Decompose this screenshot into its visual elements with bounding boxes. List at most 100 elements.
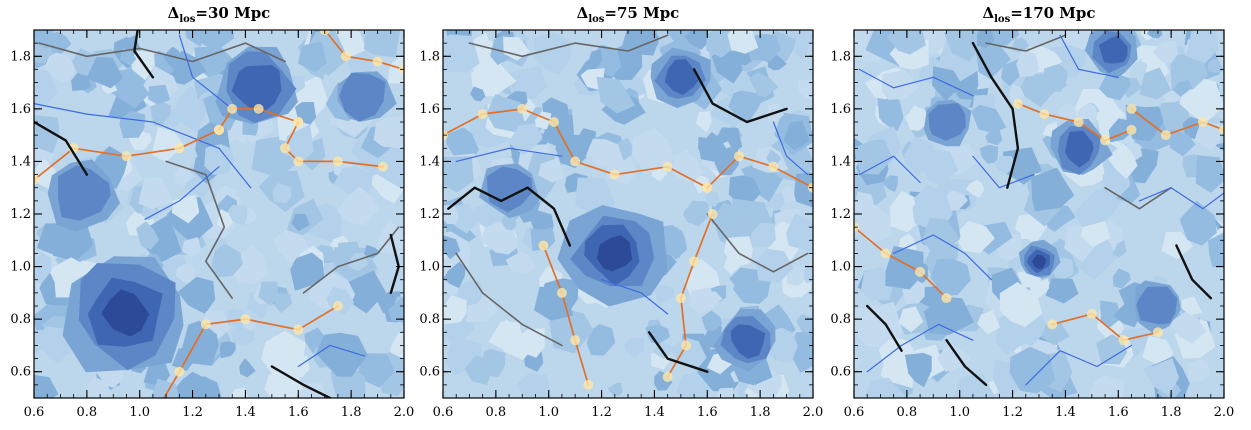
- x-tick-label: 1.8: [1161, 405, 1182, 420]
- x-tick-label: 1.8: [341, 405, 362, 420]
- density-cell: [749, 72, 779, 98]
- density-cell: [803, 266, 813, 284]
- density-cell: [261, 330, 306, 377]
- density-cell: [181, 320, 219, 366]
- density-cell: [390, 332, 404, 360]
- density-cell: [755, 248, 794, 283]
- void-region: [101, 289, 150, 337]
- density-cell: [1036, 278, 1050, 294]
- density-cell: [954, 220, 995, 254]
- density-cell: [991, 267, 1024, 308]
- density-cell: [701, 310, 723, 332]
- node-halo: [1152, 327, 1163, 338]
- node-halo: [372, 56, 383, 67]
- density-cell: [1031, 167, 1075, 212]
- density-cell: [645, 324, 670, 344]
- node-halo: [609, 169, 620, 180]
- density-cell: [971, 104, 1007, 134]
- black-filament: [270, 365, 332, 398]
- density-cell: [977, 310, 1001, 335]
- blue-filament: [858, 68, 974, 97]
- density-cell: [882, 70, 919, 100]
- density-cell: [596, 76, 636, 114]
- density-cell: [1169, 129, 1196, 157]
- density-cell: [885, 245, 924, 290]
- density-cell: [530, 227, 556, 251]
- node-halo: [1073, 117, 1084, 127]
- density-cell: [904, 136, 935, 177]
- density-cell: [147, 84, 171, 105]
- node-halo: [1100, 135, 1111, 146]
- void-region: [1064, 130, 1094, 168]
- node-halo: [517, 103, 528, 114]
- density-cell: [138, 177, 174, 210]
- density-cell: [995, 320, 1027, 356]
- density-cell: [119, 110, 146, 138]
- node-halo: [570, 335, 581, 346]
- node-halo: [293, 117, 304, 127]
- node-halo: [253, 103, 264, 114]
- x-tick-label: 0.8: [77, 405, 98, 420]
- node-halo: [1086, 308, 1097, 319]
- node-halo: [240, 314, 251, 325]
- blue-filament: [1138, 187, 1224, 210]
- blue-filament: [972, 155, 1035, 189]
- density-cell: [854, 301, 904, 349]
- panel-title: Δlos=30 Mpc: [168, 4, 271, 25]
- y-tick-label: 1.2: [419, 207, 440, 222]
- y-tick-label: 1.6: [830, 102, 851, 117]
- grey-filament: [165, 160, 233, 299]
- density-cell: [229, 388, 249, 398]
- density-cell: [181, 237, 202, 258]
- density-cell: [860, 266, 894, 301]
- density-cell: [363, 30, 401, 58]
- density-cell: [316, 332, 368, 377]
- density-cell: [1073, 189, 1115, 228]
- density-cell: [1170, 54, 1208, 92]
- density-cell: [666, 236, 688, 260]
- density-cell: [715, 387, 734, 398]
- density-cell: [1173, 80, 1193, 97]
- density-cell: [930, 258, 971, 296]
- orange-filament: [1130, 108, 1224, 136]
- density-cell: [388, 56, 404, 84]
- void-region: [1099, 35, 1128, 64]
- density-cell: [119, 47, 137, 66]
- density-cell: [388, 297, 404, 323]
- x-tick-label: 1.6: [288, 405, 309, 420]
- density-cell: [198, 30, 235, 52]
- density-cell: [86, 57, 124, 89]
- x-tick-label: 1.0: [129, 405, 150, 420]
- density-cell: [46, 31, 72, 54]
- density-cell: [227, 204, 248, 226]
- node-halo: [556, 287, 567, 298]
- blue-filament: [1059, 34, 1119, 78]
- y-tick-label: 0.6: [10, 365, 31, 380]
- blue-filament: [178, 34, 233, 110]
- density-cell: [211, 243, 243, 278]
- x-tick-label: 2.0: [1214, 405, 1235, 420]
- density-cell: [1153, 40, 1179, 64]
- density-cell: [373, 116, 404, 149]
- density-cell: [1112, 268, 1131, 289]
- density-cell: [175, 263, 196, 285]
- x-tick-label: 1.8: [750, 405, 771, 420]
- panel-3: 0.6 0.8 1.0 1.2 1.4 1.6 1.8 2.0 0.6 0.8 1.0 1.2 1.4 1…: [830, 4, 1235, 420]
- blue-filament: [858, 155, 921, 184]
- density-cell: [84, 376, 113, 398]
- x-tick-label: 1.6: [697, 405, 718, 420]
- density-cell: [1194, 123, 1221, 151]
- y-tick-label: 1.6: [10, 102, 31, 117]
- node-halo: [570, 156, 581, 167]
- node-halo: [702, 182, 713, 193]
- y-tick-label: 0.6: [830, 365, 851, 380]
- blue-filament: [893, 234, 992, 281]
- density-cell: [1195, 155, 1224, 193]
- density-cell: [751, 222, 776, 248]
- void-region: [928, 103, 966, 141]
- y-tick-label: 1.2: [830, 207, 851, 222]
- node-halo: [340, 51, 351, 62]
- node-halo: [280, 143, 291, 154]
- density-cell: [877, 91, 904, 132]
